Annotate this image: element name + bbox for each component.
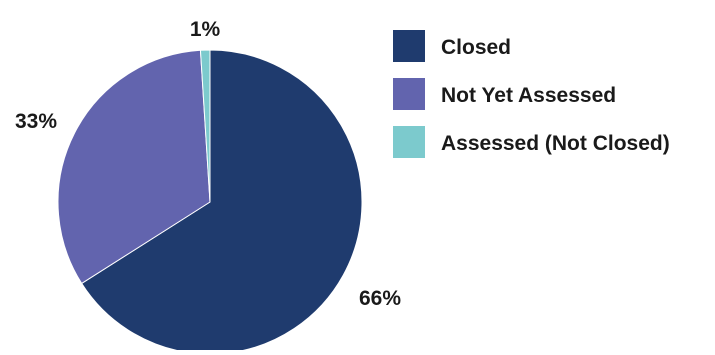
slice-label-assessed-not-closed: 1% bbox=[190, 18, 221, 41]
pie-slices bbox=[57, 49, 363, 355]
legend-label-assessed-not-closed: Assessed (Not Closed) bbox=[441, 132, 670, 155]
pie-slice-not-yet-assessed bbox=[57, 49, 211, 285]
slice-label-closed: 66% bbox=[359, 287, 401, 310]
legend-label-not-yet-assessed: Not Yet Assessed bbox=[441, 84, 616, 107]
legend-swatch-not-yet-assessed bbox=[393, 78, 425, 110]
legend-label-closed: Closed bbox=[441, 36, 511, 59]
legend-swatch-assessed-not-closed bbox=[393, 126, 425, 158]
pie-slice-assessed-not-closed bbox=[199, 49, 211, 203]
pie-slice-labels: 66% 33% 1% bbox=[15, 18, 401, 310]
legend-swatch-closed bbox=[393, 30, 425, 62]
legend: Closed Not Yet Assessed Assessed (Not Clos… bbox=[393, 30, 670, 158]
slice-label-not-yet-assessed: 33% bbox=[15, 110, 57, 133]
pie-slice-closed bbox=[80, 49, 363, 355]
